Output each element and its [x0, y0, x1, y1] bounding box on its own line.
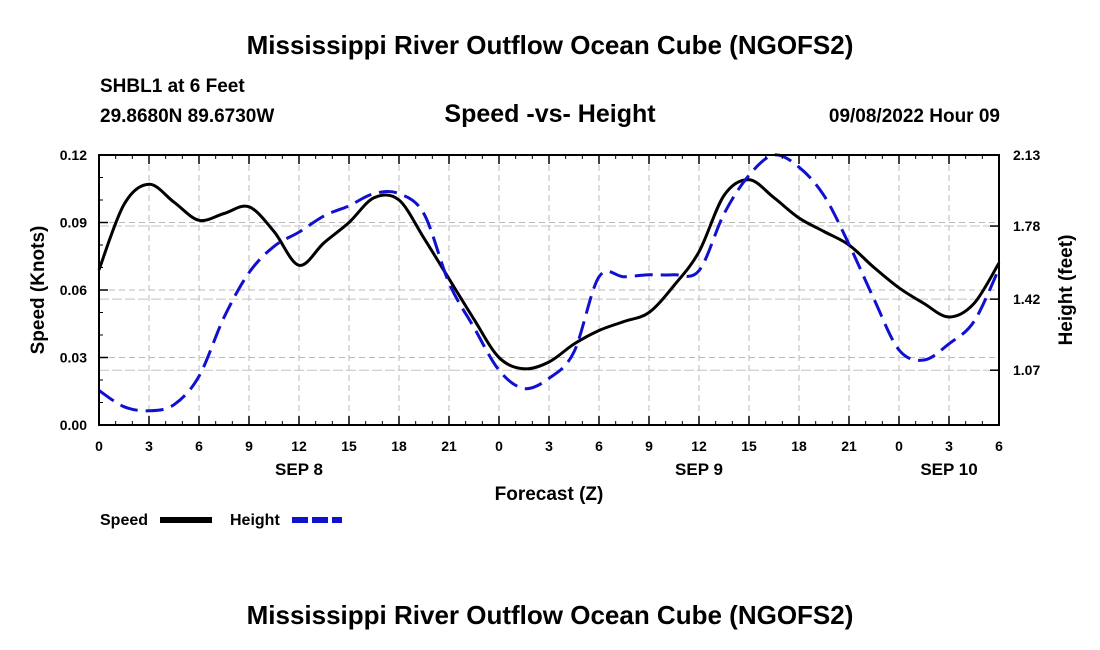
x-tick-label: 12 [691, 438, 707, 454]
x-tick-label: 6 [995, 438, 1003, 454]
y-tick-label: 0.03 [60, 350, 87, 366]
x-tick-label: 15 [741, 438, 757, 454]
x-tick-label: 12 [291, 438, 307, 454]
x-tick-label: 0 [895, 438, 903, 454]
chart-main-title: Mississippi River Outflow Ocean Cube (NG… [246, 30, 854, 60]
x-tick-label: 15 [341, 438, 357, 454]
y-tick-label: 0.00 [60, 417, 87, 433]
station-label: SHBL1 at 6 Feet [100, 76, 245, 97]
second-chart-title: Mississippi River Outflow Ocean Cube (NG… [246, 600, 854, 630]
series-line-height [98, 153, 1001, 413]
x-tick-label: 0 [495, 438, 503, 454]
date-label: SEP 8 [275, 460, 323, 479]
y2-tick-label: 1.78 [1013, 218, 1040, 234]
series-lines [97, 153, 1001, 413]
x-tick-label: 21 [441, 438, 457, 454]
y-axis-title: Speed (Knots) [28, 226, 49, 355]
y-tick-label: 0.06 [60, 282, 87, 298]
y-tick-label: 0.09 [60, 215, 87, 231]
x-tick-label: 9 [645, 438, 653, 454]
x-tick-label: 3 [145, 438, 153, 454]
date-label: SEP 9 [675, 460, 723, 479]
x-tick-label: 18 [791, 438, 807, 454]
axis-labels: 0 3 6 9 12 15 18 21 0 3 6 9 12 15 18 21 0 3 6 0.00 0.03 0.06 0… [28, 147, 1077, 505]
gridlines [99, 154, 999, 425]
y2-axis-title: Height (feet) [1056, 235, 1077, 346]
speed-height-chart: 0 3 6 9 12 15 18 21 0 3 6 9 12 15 18 21 0 3 6 0.00 0.03 0.06 0… [28, 147, 1077, 529]
x-tick-label: 6 [195, 438, 203, 454]
legend: Speed Height [100, 512, 342, 529]
x-tick-label: 9 [245, 438, 253, 454]
x-tick-label: 21 [841, 438, 857, 454]
x-tick-label: 6 [595, 438, 603, 454]
y2-tick-label: 1.07 [1013, 362, 1040, 378]
x-tick-label: 0 [95, 438, 103, 454]
x-tick-label: 18 [391, 438, 407, 454]
x-tick-label: 3 [945, 438, 953, 454]
forecast-datetime: 09/08/2022 Hour 09 [828, 106, 1000, 127]
axes [98, 154, 1000, 426]
y-tick-label: 0.12 [60, 147, 87, 163]
y2-tick-label: 1.42 [1013, 291, 1040, 307]
legend-label-height: Height [230, 512, 280, 529]
y2-tick-label: 2.13 [1013, 147, 1040, 163]
legend-label-speed: Speed [100, 512, 148, 529]
station-coordinates: 29.8680N 89.6730W [100, 106, 275, 127]
date-label: SEP 10 [920, 460, 977, 479]
x-axis-title: Forecast (Z) [495, 484, 604, 505]
x-tick-label: 3 [545, 438, 553, 454]
chart-subtitle: Speed -vs- Height [444, 100, 656, 128]
